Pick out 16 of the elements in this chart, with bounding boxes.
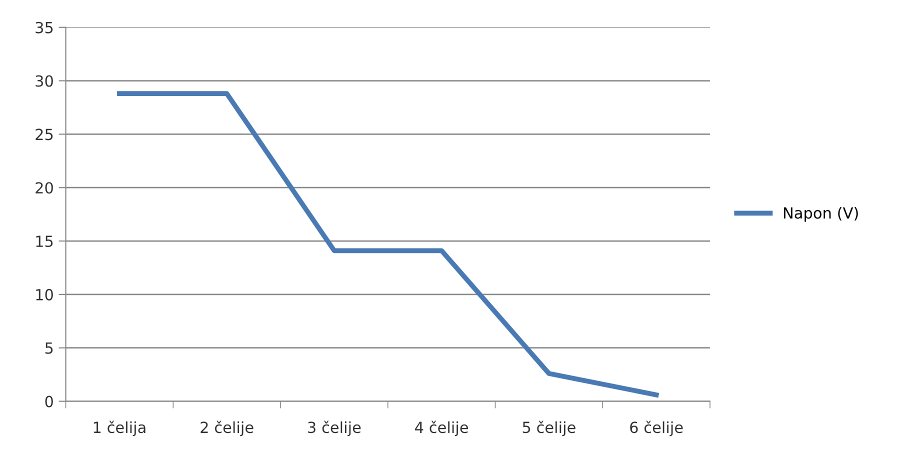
y-tick-label: 20 — [36, 182, 53, 194]
y-tick-label: 15 — [36, 236, 53, 248]
y-tick-label: 5 — [45, 342, 53, 354]
x-tick-label: 1 čelija — [94, 420, 146, 436]
x-tick-label: 6 čelije — [630, 420, 683, 436]
y-tick-label: 0 — [45, 396, 53, 408]
y-tick-label: 10 — [36, 288, 53, 300]
x-tick-label: 3 čelije — [308, 420, 361, 436]
y-tick-label: 35 — [36, 22, 53, 34]
legend-label: Napon (V) — [784, 206, 858, 222]
line-series — [117, 91, 659, 398]
x-tick-label: 4 čelije — [415, 420, 468, 436]
y-tick-label: 30 — [36, 75, 53, 87]
y-tick-label: 25 — [36, 128, 53, 140]
x-tick-label: 5 čelije — [522, 420, 576, 436]
x-tick-label: 2 čelije — [200, 420, 254, 436]
